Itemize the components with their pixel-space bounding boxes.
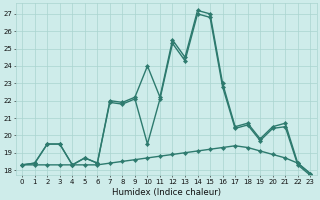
X-axis label: Humidex (Indice chaleur): Humidex (Indice chaleur) (112, 188, 221, 197)
